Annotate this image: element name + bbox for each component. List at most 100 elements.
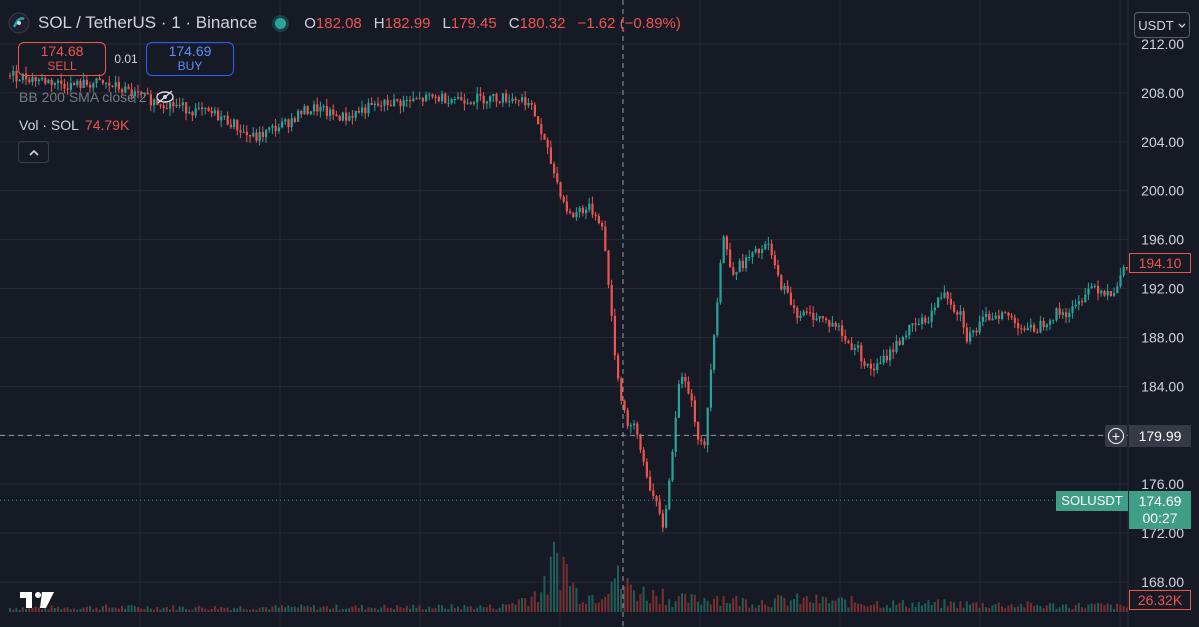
candle-body (876, 363, 879, 371)
candle-body (777, 265, 780, 276)
volume-bar (47, 609, 50, 612)
candle-body (761, 249, 764, 253)
volume-bar (844, 599, 847, 612)
candle-body (252, 132, 255, 137)
candle-body (684, 376, 687, 382)
candle-body (146, 92, 149, 95)
candle-body (633, 423, 636, 426)
candle-body (34, 76, 37, 82)
candle-body (866, 363, 869, 366)
volume-bar (972, 602, 975, 612)
candle-body (789, 292, 792, 306)
buy-label: BUY (177, 59, 203, 73)
candle-body (18, 79, 21, 82)
volume-bar (610, 581, 613, 612)
candle-body (453, 98, 456, 100)
candle-body (745, 257, 748, 269)
candle-body (245, 131, 248, 135)
candle-body (143, 92, 146, 94)
volume-bar (914, 606, 917, 612)
candle-body (677, 384, 680, 418)
volume-bar (687, 602, 690, 612)
volume-bar (588, 595, 591, 612)
volume-bar (812, 603, 815, 612)
sell-button[interactable]: 174.68 SELL (18, 42, 106, 76)
volume-bar (303, 606, 306, 612)
volume-bar (537, 602, 539, 612)
candle-body (834, 322, 837, 327)
candle-body (818, 316, 821, 319)
volume-bar (140, 608, 143, 612)
volume-bar (770, 607, 773, 612)
candle-body (322, 106, 325, 108)
volume-bar (668, 599, 671, 612)
volume-bar (25, 608, 27, 612)
candle-body (898, 340, 901, 345)
candle-body (901, 337, 904, 345)
candle-body (620, 378, 623, 401)
candle-body (367, 103, 370, 114)
volume-bar (633, 590, 635, 612)
volume-bar (89, 605, 91, 612)
volume-bar (706, 600, 709, 612)
candle-body (415, 98, 418, 100)
volume-bar (351, 606, 354, 612)
candle-body (661, 513, 664, 528)
candle-body (236, 119, 239, 131)
collapse-legend-button[interactable] (18, 141, 49, 163)
volume-bar (1033, 605, 1035, 612)
candle-body (501, 93, 504, 103)
tradingview-logo-icon[interactable] (20, 590, 56, 610)
eye-hidden-icon[interactable] (155, 90, 175, 104)
candle-body (207, 107, 210, 111)
candle-body (437, 96, 440, 102)
candle-body (271, 125, 274, 128)
symbol-title[interactable]: SOL / TetherUS · 1 · Binance (38, 13, 258, 32)
volume-bar (421, 609, 424, 612)
candle-body (988, 313, 991, 321)
y-axis-tick-label: 196.00 (1141, 232, 1184, 248)
candle-body (732, 267, 735, 275)
volume-bar (82, 607, 85, 612)
candle-body (623, 400, 626, 411)
candle-body (153, 99, 156, 106)
candle-body (226, 115, 229, 125)
candle-body (972, 330, 975, 333)
volume-bar (169, 609, 171, 612)
volume-bar (1081, 607, 1083, 612)
candle-body (1026, 327, 1029, 331)
volume-bar (649, 603, 651, 612)
legend-header: SOL / TetherUS · 1 · Binance O182.08 H18… (8, 10, 681, 36)
volume-bar (629, 584, 632, 612)
volume-bar (501, 603, 504, 612)
candle-body (946, 292, 949, 299)
candle-body (479, 93, 482, 96)
currency-dropdown[interactable]: USDT (1134, 12, 1190, 38)
volume-bar (978, 607, 981, 612)
candle-body (578, 207, 581, 212)
candle-body (770, 243, 773, 256)
candle-body (559, 182, 562, 197)
ohlc-high: H182.99 (373, 14, 431, 32)
candle-body (546, 139, 549, 148)
volume-bar (258, 607, 261, 612)
volume-bar (850, 596, 853, 612)
buy-button[interactable]: 174.69 BUY (146, 42, 234, 76)
candle-body (1055, 308, 1058, 321)
candle-body (537, 116, 540, 125)
bb-indicator-legend[interactable]: BB 200 SMA close 2 (19, 89, 175, 105)
candle-body (521, 97, 524, 102)
volume-bar (514, 604, 517, 612)
volume-bar (277, 607, 280, 612)
volume-indicator-legend[interactable]: Vol · SOL 74.79K (19, 117, 129, 133)
candle-body (239, 130, 242, 133)
candle-body (297, 110, 300, 122)
volume-bar (735, 595, 738, 612)
candle-body (591, 203, 594, 215)
add-alert-button[interactable]: + (1105, 425, 1127, 447)
candle-body (626, 410, 629, 427)
volume-bar (908, 608, 911, 612)
volume-bar (1007, 605, 1010, 612)
ohlc-close: C180.32 (508, 14, 566, 32)
